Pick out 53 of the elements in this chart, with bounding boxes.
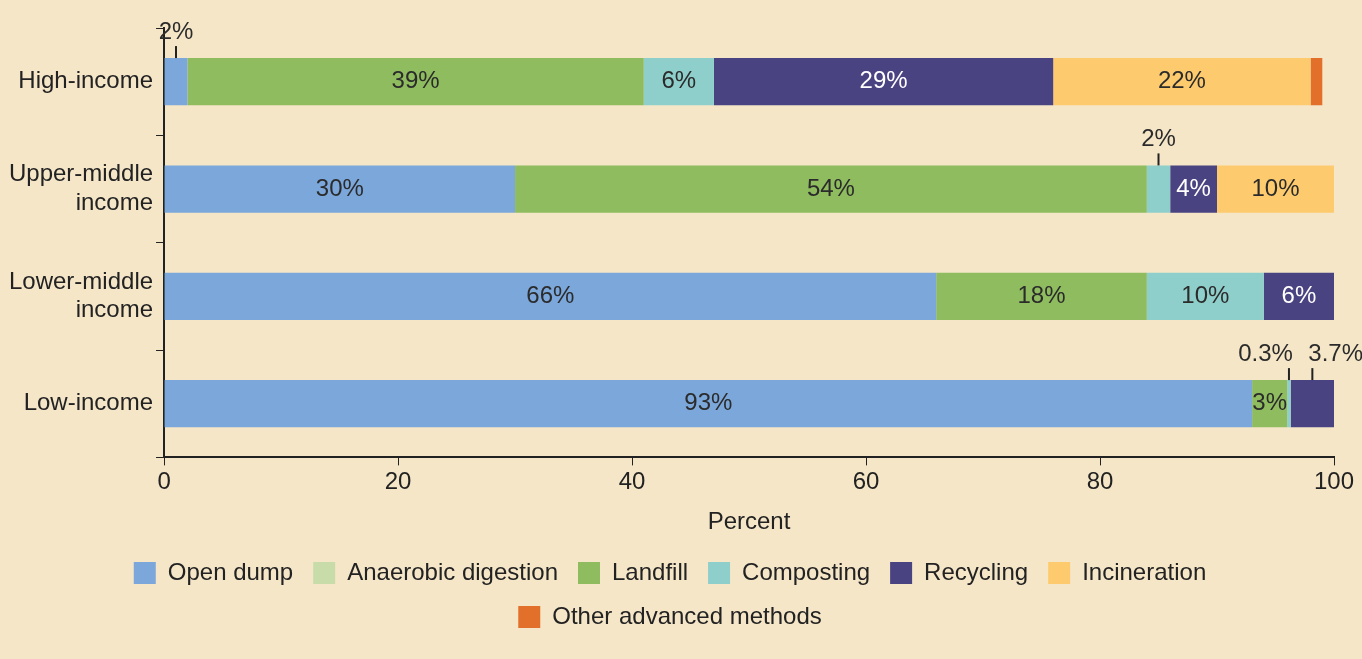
bar [515,165,1147,213]
bar [164,58,188,106]
data-label: 10% [1181,281,1230,308]
bar [936,272,1147,320]
data-label: 6% [1281,281,1317,308]
y-tick-label: High-income [18,66,154,94]
legend-label: Open dump [167,557,294,585]
bar [1146,165,1171,213]
bar [643,58,714,106]
data-label: 66% [526,281,575,308]
x-tick-label: 40 [618,467,646,495]
x-axis-title: Percent [707,507,791,535]
data-label: 3% [1252,388,1287,416]
legend-label: Anaerobic digestion [347,557,558,585]
data-label: 2% [158,16,194,44]
x-tick-label: 80 [1086,467,1114,495]
y-tick-label: Upper-middle income [9,159,154,216]
data-label: 10% [1251,173,1300,201]
legend-label: Composting [742,557,871,585]
bar [713,58,1054,106]
x-tick-label: 60 [852,467,880,495]
bar [187,58,644,106]
bar [1053,58,1311,106]
x-tick-label: 100 [1313,467,1355,495]
y-tick-label: Low-income [23,388,154,416]
data-label: 39% [391,66,440,94]
bar [164,272,937,320]
bar [164,380,1253,428]
legend-label: Landfill [611,557,689,585]
data-label: 93% [684,388,733,416]
x-tick-label: 20 [384,467,412,495]
data-label: 0.3% [1238,338,1293,366]
x-tick-label: 0 [157,467,171,495]
bar [1290,380,1334,428]
data-label: 18% [1017,281,1066,308]
bar [1217,165,1334,213]
data-label: 6% [661,66,697,94]
data-label: 54% [806,173,855,201]
legend-label: Recycling [924,557,1029,585]
legend-label: Other advanced methods [552,601,822,629]
data-label: 29% [859,66,908,94]
data-label: 30% [315,173,364,201]
bar [1287,380,1291,428]
bar [1263,272,1334,320]
bar [1310,58,1323,106]
bar [1146,272,1264,320]
data-label: 2% [1141,124,1176,152]
y-tick-label: Lower-middle income [9,266,154,323]
bar [164,165,516,213]
data-label: 22% [1157,66,1206,94]
data-label: 4% [1176,173,1211,201]
data-label: 3.7% [1308,338,1362,366]
legend-label: Incineration [1082,557,1207,585]
